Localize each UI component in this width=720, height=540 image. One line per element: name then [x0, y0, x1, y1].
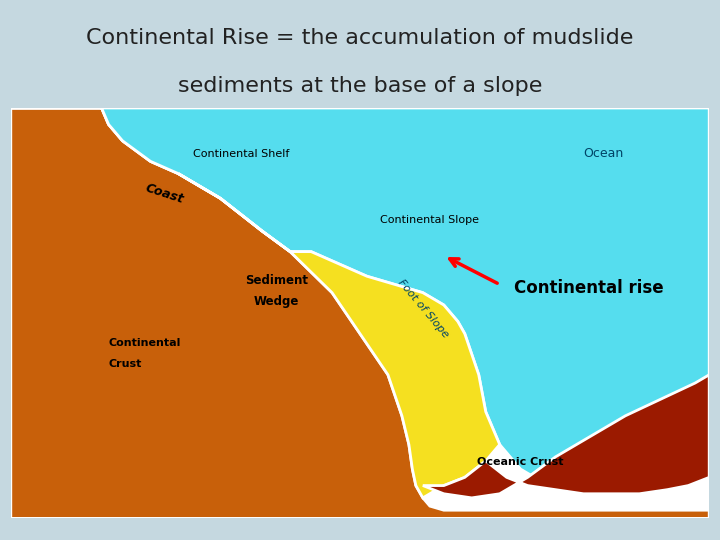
Polygon shape — [11, 108, 409, 174]
Text: Coast: Coast — [143, 182, 185, 206]
Text: Continental Slope: Continental Slope — [380, 215, 480, 225]
Text: sediments at the base of a slope: sediments at the base of a slope — [178, 76, 542, 97]
Text: Continental: Continental — [109, 338, 181, 348]
Text: Sediment: Sediment — [245, 274, 307, 287]
Text: Crust: Crust — [109, 359, 142, 369]
Polygon shape — [179, 174, 500, 498]
Text: Oceanic Crust: Oceanic Crust — [477, 457, 564, 467]
Text: Ocean: Ocean — [583, 147, 624, 160]
Text: Foot of Slope: Foot of Slope — [395, 278, 450, 340]
Text: Wedge: Wedge — [253, 295, 299, 308]
Text: Continental Shelf: Continental Shelf — [193, 149, 289, 159]
Polygon shape — [102, 108, 709, 494]
Polygon shape — [423, 375, 709, 498]
Text: Continental Rise = the accumulation of mudslide: Continental Rise = the accumulation of m… — [86, 28, 634, 48]
Text: Continental rise: Continental rise — [513, 279, 663, 296]
Polygon shape — [11, 108, 709, 518]
Polygon shape — [11, 108, 709, 518]
